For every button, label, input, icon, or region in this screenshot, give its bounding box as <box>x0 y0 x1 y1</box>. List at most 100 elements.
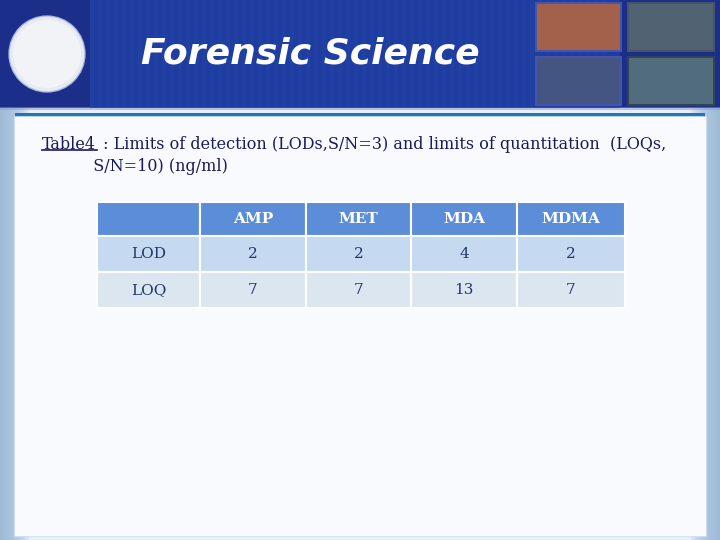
Bar <box>514 0 518 108</box>
Bar <box>0 0 4 540</box>
Bar <box>707 0 720 540</box>
Bar <box>434 0 438 108</box>
Bar <box>314 0 318 108</box>
Bar <box>517 202 625 236</box>
Bar <box>716 0 720 540</box>
Bar <box>0 0 3 540</box>
Bar <box>97 272 200 308</box>
Bar <box>718 0 720 540</box>
Bar <box>0 0 21 540</box>
Bar <box>0 0 10 540</box>
Bar <box>290 0 294 108</box>
Bar <box>200 202 305 236</box>
Bar <box>402 0 406 108</box>
Bar <box>202 0 206 108</box>
Bar <box>570 0 574 108</box>
Bar <box>535 56 622 106</box>
Bar <box>218 0 222 108</box>
Bar <box>0 0 16 540</box>
Bar <box>394 0 398 108</box>
Bar <box>242 0 246 108</box>
Bar <box>0 0 24 540</box>
Bar <box>697 0 720 540</box>
Bar <box>282 0 286 108</box>
Bar <box>699 0 720 540</box>
Bar <box>696 0 720 540</box>
Bar <box>627 2 715 52</box>
Bar <box>0 0 22 540</box>
Bar <box>154 0 158 108</box>
Bar <box>482 0 486 108</box>
Bar <box>97 202 200 236</box>
Bar <box>702 0 720 540</box>
Bar <box>535 2 622 52</box>
Bar <box>713 0 720 540</box>
Bar <box>537 4 620 50</box>
Bar <box>522 0 526 108</box>
Bar <box>0 107 720 110</box>
Bar <box>194 0 198 108</box>
Bar <box>450 0 454 108</box>
Text: 2: 2 <box>248 247 258 261</box>
Bar <box>0 0 7 540</box>
Bar <box>130 0 134 108</box>
Text: AMP: AMP <box>233 212 273 226</box>
Text: 7: 7 <box>248 283 258 297</box>
Bar <box>97 236 200 272</box>
Text: 7: 7 <box>354 283 363 297</box>
Bar <box>517 272 625 308</box>
Bar <box>0 0 9 540</box>
Bar <box>0 0 23 540</box>
Bar <box>0 0 25 540</box>
Text: LOD: LOD <box>131 247 166 261</box>
Bar <box>692 0 720 540</box>
Bar <box>714 0 720 540</box>
Bar <box>538 0 542 108</box>
Bar <box>0 0 11 540</box>
Bar <box>200 272 305 308</box>
Bar <box>14 116 706 536</box>
Bar <box>370 0 374 108</box>
Bar <box>712 0 720 540</box>
Bar <box>694 0 720 540</box>
Bar <box>200 236 305 272</box>
Bar <box>0 0 28 540</box>
Bar <box>346 0 350 108</box>
Bar <box>305 236 411 272</box>
Bar <box>0 0 14 540</box>
Bar <box>506 0 510 108</box>
Bar <box>0 0 15 540</box>
Bar <box>627 56 715 106</box>
Bar <box>562 0 566 108</box>
Bar <box>719 0 720 540</box>
Text: 13: 13 <box>454 283 474 297</box>
Bar <box>474 0 478 108</box>
Bar <box>602 0 606 108</box>
Bar <box>146 0 150 108</box>
Bar <box>442 0 446 108</box>
Bar <box>704 0 720 540</box>
Bar <box>706 0 720 540</box>
Circle shape <box>13 20 81 88</box>
Bar <box>710 0 720 540</box>
Bar <box>426 0 430 108</box>
Bar <box>691 0 720 540</box>
Bar <box>250 0 254 108</box>
Bar <box>274 0 278 108</box>
Bar <box>690 0 720 540</box>
Text: LOQ: LOQ <box>131 283 166 297</box>
Bar <box>466 0 470 108</box>
Bar <box>170 0 174 108</box>
Bar <box>693 0 720 540</box>
Bar <box>0 0 29 540</box>
Bar <box>490 0 494 108</box>
Bar <box>0 0 720 108</box>
Text: S/N=10) (ng/ml): S/N=10) (ng/ml) <box>42 158 228 175</box>
Bar <box>266 0 270 108</box>
Bar <box>386 0 390 108</box>
Bar <box>705 0 720 540</box>
Bar <box>537 58 620 104</box>
Bar <box>330 0 334 108</box>
Text: 2: 2 <box>354 247 363 261</box>
Bar <box>362 0 366 108</box>
